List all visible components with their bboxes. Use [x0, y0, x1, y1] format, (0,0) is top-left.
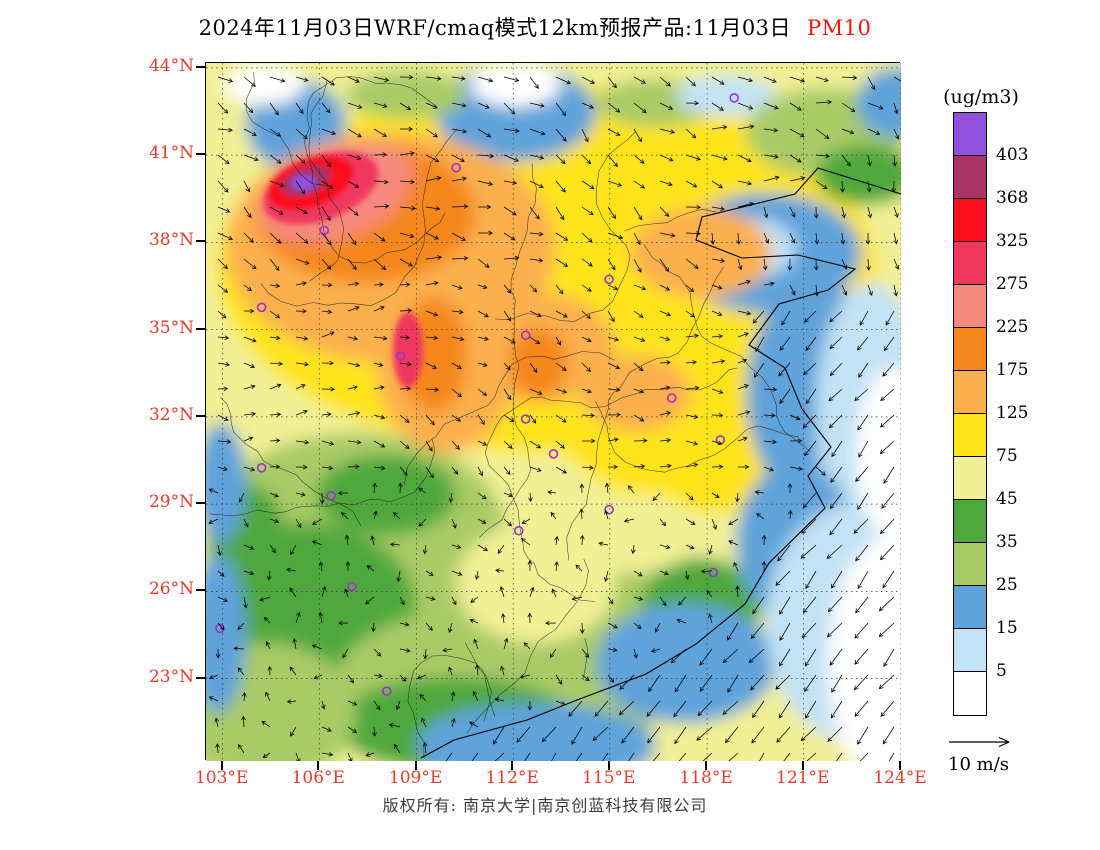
lon-tick-mark [705, 761, 708, 770]
lat-tick-mark [196, 676, 205, 679]
colorbar-swatch [954, 586, 986, 629]
station-marker [604, 504, 614, 515]
legend-units: (ug/m3) [943, 86, 1019, 108]
lon-tick-mark [511, 761, 514, 770]
lat-tick-mark [196, 327, 205, 330]
colorbar-tick-label: 403 [996, 145, 1029, 165]
colorbar-tick-label: 75 [996, 446, 1018, 466]
colorbar-swatch [954, 629, 986, 672]
station-marker [256, 302, 267, 313]
lat-tick-label: 44°N [148, 55, 194, 76]
station-marker [520, 330, 531, 341]
map-layers [206, 63, 901, 761]
lon-tick-mark [220, 761, 223, 770]
map-canvas [206, 63, 901, 761]
lon-tick-label: 118°E [679, 768, 733, 788]
station-marker [604, 274, 614, 285]
lat-tick-label: 32°N [148, 404, 194, 425]
colorbar-tick-label: 45 [996, 489, 1018, 509]
lon-tick-mark [317, 761, 320, 770]
lon-tick-mark [607, 761, 610, 770]
lat-tick-mark [196, 502, 205, 505]
title-pollutant: PM10 [807, 16, 872, 40]
station-marker [548, 449, 559, 459]
lat-tick-label: 26°N [148, 579, 194, 600]
colorbar-swatch [954, 543, 986, 586]
station-marker [729, 93, 740, 103]
station-marker [520, 414, 531, 424]
lon-tick-label: 106°E [291, 768, 345, 788]
lon-tick-label: 124°E [873, 768, 927, 788]
lon-tick-label: 109°E [388, 768, 443, 788]
lon-tick-label: 112°E [485, 768, 539, 788]
colorbar-tick-label: 25 [996, 575, 1018, 595]
station-marker [326, 490, 336, 501]
coastline [420, 167, 901, 759]
map-area [205, 62, 901, 761]
lat-tick-label: 35°N [148, 317, 194, 338]
station-marker [513, 525, 524, 536]
station-markers [215, 93, 740, 697]
lat-tick-mark [196, 153, 205, 156]
lat-tick-mark [196, 65, 205, 68]
lon-tick-label: 115°E [582, 768, 636, 788]
lon-tick-mark [801, 761, 804, 770]
colorbar-swatch [954, 242, 986, 285]
colorbar-swatch [954, 457, 986, 500]
wind-scale-arrow-icon [949, 736, 1010, 748]
colorbar-swatch [954, 199, 986, 242]
colorbar-tick-label: 368 [996, 188, 1029, 208]
lon-tick-label: 121°E [776, 768, 830, 788]
lat-tick-label: 41°N [148, 143, 194, 164]
lat-tick-mark [196, 240, 205, 243]
colorbar-tick-label: 125 [996, 403, 1029, 423]
station-marker [708, 567, 719, 578]
colorbar-swatch [954, 285, 986, 328]
colorbar-swatch [954, 500, 986, 543]
lat-tick-label: 23°N [148, 666, 194, 687]
colorbar-tick-label: 5 [996, 661, 1007, 681]
colorbar-tick-label: 325 [996, 231, 1029, 251]
lon-tick-mark [899, 761, 901, 770]
wind-vectors [208, 74, 901, 761]
province-boundaries [209, 72, 812, 757]
title-text: 2024年11月03日WRF/cmaq模式12km预报产品:11月03日 [198, 16, 792, 40]
station-marker [347, 581, 357, 592]
station-marker [381, 686, 392, 697]
copyright-text: 版权所有: 南京大学|南京创蓝科技有限公司 [382, 796, 708, 815]
colorbar-tick-label: 35 [996, 532, 1018, 552]
lon-tick-mark [414, 761, 417, 770]
colorbar-legend [953, 112, 987, 716]
concentration-field [206, 63, 901, 761]
lon-tick-label: 103°E [194, 768, 249, 788]
lat-tick-mark [196, 414, 205, 417]
station-marker [319, 225, 329, 236]
lat-tick-label: 38°N [148, 230, 194, 251]
lat-tick-mark [196, 589, 205, 592]
page-title: 2024年11月03日WRF/cmaq模式12km预报产品:11月03日 PM10 [0, 12, 1070, 42]
colorbar-swatch [954, 414, 986, 457]
station-marker [666, 393, 677, 403]
colorbar-swatch [954, 672, 986, 715]
colorbar-tick-label: 225 [996, 317, 1029, 337]
station-marker [256, 462, 267, 473]
lat-tick-label: 29°N [148, 492, 194, 513]
colorbar-tick-label: 175 [996, 360, 1029, 380]
station-marker [451, 162, 461, 173]
colorbar-swatch [954, 156, 986, 199]
station-marker [395, 351, 406, 362]
colorbar-swatch [954, 328, 986, 371]
colorbar-swatch [954, 113, 986, 156]
wind-scale-label: 10 m/s [948, 754, 1009, 775]
colorbar-swatch [954, 371, 986, 414]
colorbar-tick-label: 15 [996, 618, 1018, 638]
colorbar-tick-label: 275 [996, 274, 1029, 294]
